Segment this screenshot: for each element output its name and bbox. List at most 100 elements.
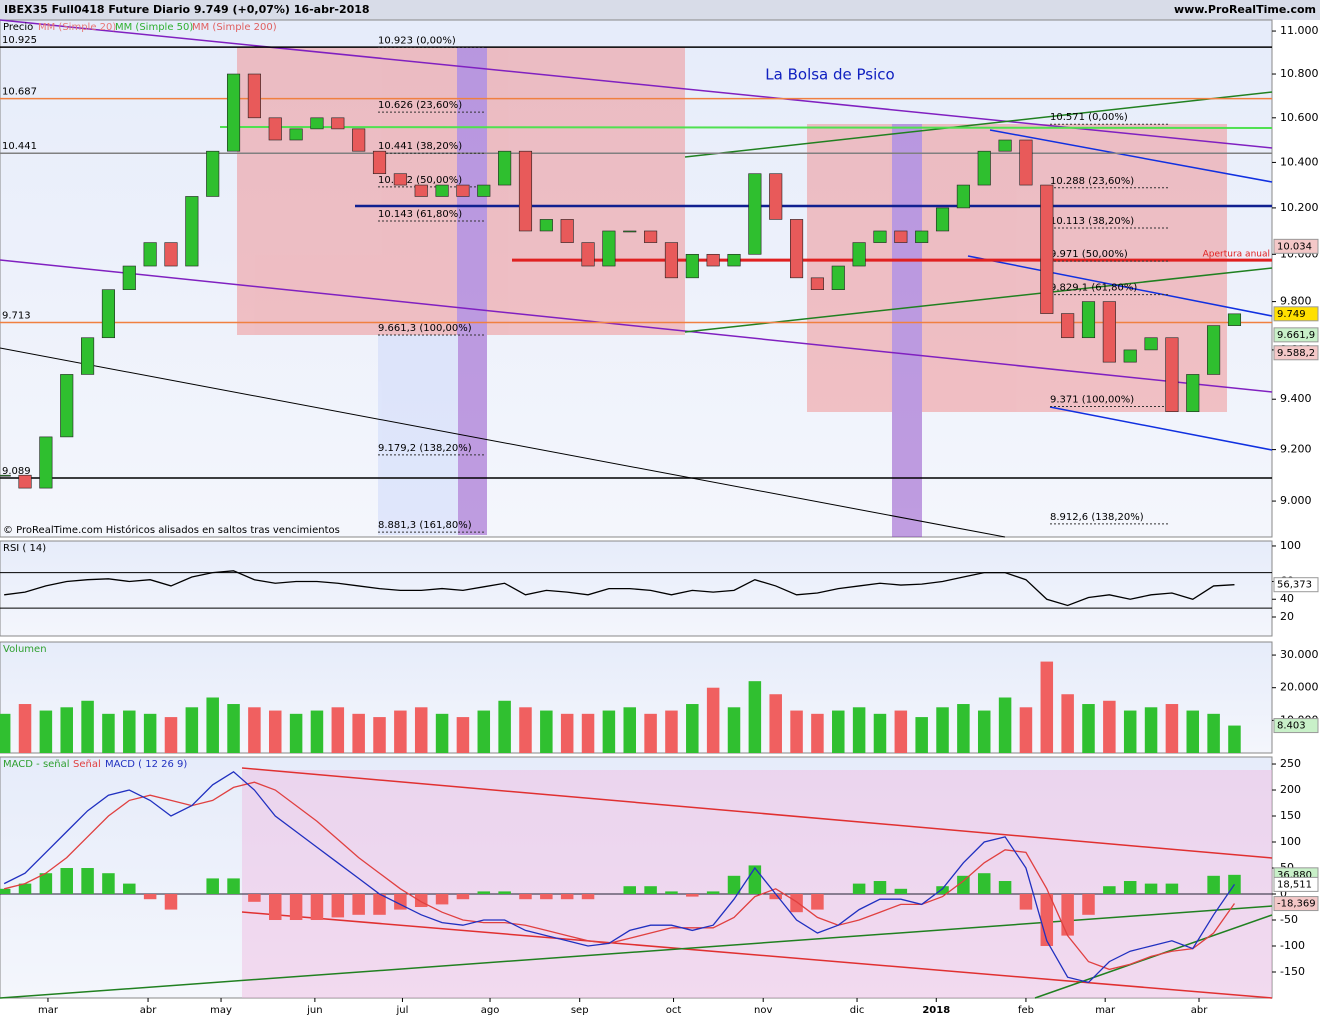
bar xyxy=(60,707,73,753)
bar xyxy=(206,878,219,895)
candle xyxy=(101,289,115,339)
candle xyxy=(810,277,824,290)
candle xyxy=(81,337,95,375)
legend-entry: MM (Simple 20) xyxy=(38,22,116,33)
bar xyxy=(748,865,762,895)
panel-title: RSI ( 14) xyxy=(3,543,46,554)
bar xyxy=(852,707,866,753)
candle xyxy=(1061,313,1075,339)
bar xyxy=(164,717,178,753)
fib-label: 9.179,2 (138,20%) xyxy=(378,443,472,454)
bar xyxy=(1082,704,1095,753)
candle xyxy=(977,150,991,186)
fib-label: 10.626 (23,60%) xyxy=(378,100,462,111)
bar xyxy=(248,894,261,902)
bar xyxy=(414,894,428,908)
y-tick-label: 10.200 xyxy=(1280,201,1319,214)
value-box-label: 56,373 xyxy=(1277,580,1312,591)
candle xyxy=(18,474,32,489)
bar xyxy=(706,891,720,895)
value-box xyxy=(1273,345,1319,361)
y-tick-label: 9.800 xyxy=(1280,295,1312,308)
bar xyxy=(1165,704,1179,753)
value-box xyxy=(1273,896,1319,912)
candle xyxy=(477,184,491,197)
candle xyxy=(1144,337,1158,351)
y-tick-label: 10.600 xyxy=(1280,111,1319,124)
bar xyxy=(852,883,866,895)
bar xyxy=(977,873,991,895)
bar xyxy=(1144,707,1158,753)
candle xyxy=(0,474,11,477)
y-tick-label: -50 xyxy=(1280,913,1298,926)
bar xyxy=(248,707,261,753)
fib-label: 10.288 (23,60%) xyxy=(1050,176,1134,187)
bar xyxy=(873,713,887,753)
candle xyxy=(310,117,324,130)
bar xyxy=(289,713,303,753)
bar xyxy=(769,894,782,900)
candle xyxy=(206,150,220,197)
bar xyxy=(352,713,365,753)
fib-label: 10.113 (38,20%) xyxy=(1050,216,1134,227)
bar xyxy=(790,710,803,753)
fib-label: 10.292 (50,00%) xyxy=(378,175,462,186)
bar xyxy=(602,710,616,753)
value-box xyxy=(1273,876,1319,892)
bar xyxy=(1207,875,1220,895)
annual-open-label: Apertura anual xyxy=(1203,250,1270,260)
x-tick-label: ago xyxy=(481,1005,500,1016)
y-tick-label: 250 xyxy=(1280,757,1301,770)
candle xyxy=(372,150,387,175)
candle xyxy=(498,150,512,186)
value-box-label: 18,511 xyxy=(1277,879,1312,890)
bar xyxy=(143,713,157,753)
y-tick-label: 150 xyxy=(1280,809,1301,822)
bar xyxy=(435,894,449,905)
bar xyxy=(39,710,53,753)
bar xyxy=(644,713,657,753)
header-title: IBEX35 Full0418 Future Diario 9.749 (+0,… xyxy=(4,3,370,16)
y-tick-label: 9.000 xyxy=(1280,494,1312,507)
value-box xyxy=(1273,327,1319,343)
bar xyxy=(1123,881,1137,895)
bar xyxy=(811,713,824,753)
candle xyxy=(226,73,241,152)
x-tick-label: feb xyxy=(1018,1005,1034,1016)
bar xyxy=(268,894,282,921)
bar xyxy=(769,694,782,753)
candle xyxy=(602,230,616,267)
candle xyxy=(644,230,658,243)
bar xyxy=(498,891,511,895)
candle xyxy=(831,265,845,290)
candle xyxy=(1019,139,1033,186)
bar xyxy=(227,878,240,895)
y-tick-label: -150 xyxy=(1280,965,1305,978)
bar xyxy=(352,894,365,915)
bar xyxy=(832,710,845,753)
candle xyxy=(956,184,970,209)
candle xyxy=(331,117,345,130)
candle xyxy=(352,128,366,152)
bar xyxy=(1103,886,1116,895)
y-tick-label: 11.000 xyxy=(1280,24,1319,37)
bar xyxy=(727,875,741,895)
bar xyxy=(123,883,136,895)
bar xyxy=(915,717,928,753)
y-tick-label: 10.400 xyxy=(1280,155,1319,168)
bar xyxy=(310,710,324,753)
bar xyxy=(18,883,32,895)
fib-label: 8.912,6 (138,20%) xyxy=(1050,512,1144,523)
x-tick-label: mar xyxy=(38,1005,59,1016)
bar xyxy=(331,894,345,918)
bar xyxy=(1186,710,1200,753)
candle xyxy=(998,139,1012,152)
bar xyxy=(727,707,741,753)
bar xyxy=(998,697,1012,753)
bar xyxy=(268,710,282,753)
bar xyxy=(894,710,908,753)
value-box xyxy=(1273,238,1319,254)
fib-label: 9.829,1 (61,80%) xyxy=(1050,283,1137,294)
bar xyxy=(498,700,511,753)
